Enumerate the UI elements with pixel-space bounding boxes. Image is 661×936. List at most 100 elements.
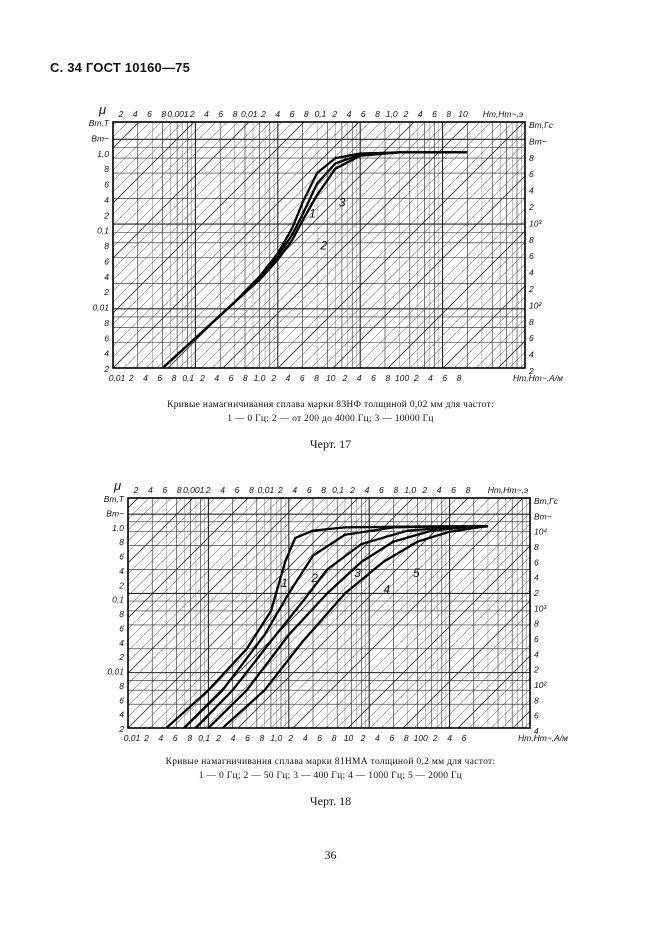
left-axis-label: 2 — [103, 210, 109, 220]
mu-diagonal — [113, 122, 173, 182]
mu-diagonal — [413, 611, 530, 728]
right-axis-label: Bm~ — [529, 136, 547, 146]
bottom-axis-tick: 8 — [404, 733, 409, 743]
bottom-axis-tick: 8 — [457, 373, 462, 383]
bottom-axis-tick: 6 — [389, 733, 394, 743]
mu-diagonal — [128, 498, 359, 728]
bottom-axis-tick: 8 — [243, 373, 248, 383]
mu-diagonal — [464, 307, 525, 368]
curve-label: 1 — [309, 206, 316, 220]
top-axis: μ 2 4 6 8 0,001 2 4 6 8 0,01 2 4 6 8 0,1 2 4 6 8 1,0 2 4 6 8 10 Hm… — [98, 102, 523, 119]
bottom-axis-tick: 8 — [172, 373, 177, 383]
top-axis-tick: 2 — [349, 485, 355, 495]
mu-diagonal — [204, 498, 436, 728]
top-axis-tick: 2 — [403, 109, 409, 119]
top-axis-tick: 4 — [204, 109, 209, 119]
mu-diagonal — [128, 498, 249, 619]
curve-3 — [195, 525, 488, 728]
mu-diagonal — [113, 122, 294, 303]
right-axis-label: 6 — [529, 169, 534, 179]
bottom-axis-tick: 6 — [462, 733, 467, 743]
bottom-axis: 0,01 2 4 6 8 0,1 2 4 6 8 1,0 2 4 6 8 10 2 4 6 8 100 2 4 6 Hm,Hm~… — [124, 733, 568, 743]
mu-diagonal — [167, 122, 415, 368]
bottom-axis-tick: 1,0 — [254, 373, 266, 383]
right-axis-label: Bm~ — [534, 511, 552, 521]
page-number: 36 — [324, 848, 337, 862]
right-axis-label: 2 — [533, 665, 539, 675]
mu-diagonal — [128, 498, 282, 652]
bottom-axis-tick: 4 — [447, 733, 452, 743]
bottom-axis-tick: 0,1 — [198, 733, 210, 743]
bottom-axis-tick: 2 — [143, 733, 149, 743]
left-axis-label: 4 — [104, 195, 109, 205]
left-axis-label: 8 — [119, 537, 124, 547]
bottom-axis-tick: 8 — [385, 373, 390, 383]
right-axis-label: 8 — [534, 695, 539, 705]
bottom-axis-tick: 10 — [326, 373, 336, 383]
figure-18-caption-line1: Кривые намагничивания сплава марки 81НМА… — [165, 757, 496, 767]
bottom-axis-tick: 2 — [342, 373, 348, 383]
bottom-axis-tick: 1,0 — [270, 733, 282, 743]
bottom-axis-tick: 6 — [300, 373, 305, 383]
top-axis-tick: 10 — [458, 109, 468, 119]
top-axis-tick: 4 — [133, 109, 138, 119]
bottom-axis-tick: 4 — [286, 373, 291, 383]
mu-diagonal — [409, 252, 525, 368]
bottom-axis-tick: 6 — [157, 373, 162, 383]
curve-label: 2 — [310, 571, 318, 585]
curve-label: 2 — [320, 239, 328, 253]
left-axis-label: 2 — [118, 724, 124, 734]
top-axis-tick: 6 — [432, 109, 437, 119]
right-axis-label: 8 — [529, 153, 534, 163]
left-axis-label: 8 — [119, 681, 124, 691]
mu-diagonal — [237, 498, 469, 728]
top-axis-tick: 4 — [292, 485, 297, 495]
mu-diagonal — [113, 122, 206, 215]
top-axis-tick: 2 — [189, 109, 195, 119]
top-axis-tick: 6 — [147, 109, 152, 119]
bottom-axis-tick: 4 — [428, 373, 433, 383]
right-axis-label: 6 — [534, 634, 539, 644]
bottom-axis-tick: 6 — [442, 373, 447, 383]
figure-17-chart: 1 2 3 μ 2 4 6 8 0,001 2 4 6 8 0,01 2 4 6 8 0,1 2 4 6 8 1,0 2 4 6 8 1… — [85, 100, 565, 395]
mu-diagonal — [85, 122, 95, 368]
mu-diagonal — [211, 122, 459, 368]
right-axis-label: 4 — [529, 186, 534, 196]
bottom-axis-tick: 2 — [432, 733, 438, 743]
right-axis-label: 10² — [534, 680, 547, 690]
top-axis-tick: 4 — [220, 485, 225, 495]
top-axis-tick: 2 — [331, 109, 337, 119]
mu-diagonal — [100, 498, 105, 728]
top-axis-title: Hm,Hm~,э — [488, 485, 528, 495]
top-axis-tick: 6 — [451, 485, 456, 495]
bottom-axis-tick: 2 — [360, 733, 366, 743]
mu-diagonal — [431, 274, 525, 368]
mu-diagonal — [222, 122, 470, 368]
left-axis-label: 6 — [104, 256, 109, 266]
top-axis-tick: 4 — [437, 485, 442, 495]
bottom-axis-tick: 4 — [231, 733, 236, 743]
bottom-axis-title: Hm,Hm~,А/м — [513, 373, 563, 383]
right-axis-label: 6 — [529, 251, 534, 261]
mu-diagonal — [486, 329, 525, 368]
mu-diagonal — [138, 498, 370, 728]
mu-diagonal — [233, 122, 481, 368]
top-axis-tick: 4 — [275, 109, 280, 119]
mu-diagonal — [310, 153, 525, 368]
mu-diagonal — [288, 131, 525, 368]
mu-diagonal — [248, 498, 480, 728]
top-axis-symbol: μ — [98, 102, 106, 117]
left-axis-label: 6 — [104, 180, 109, 190]
right-axis: Bm,Гс Bm~ 10⁴ 8 6 4 2 10³ 8 6 4 2 10² 8 6 4 — [533, 496, 559, 736]
mu-diagonal — [303, 501, 530, 728]
top-axis-tick: 0,001 — [167, 109, 189, 119]
mu-diagonal — [270, 498, 502, 728]
top-axis-tick: 0,001 — [183, 485, 205, 495]
mu-diagonal — [277, 122, 525, 368]
mu-diagonal — [369, 567, 530, 728]
figure-18-label: Черт. 18 — [309, 794, 352, 808]
top-axis-symbol: μ — [113, 478, 121, 493]
top-axis-tick: 0,1 — [315, 109, 327, 119]
mu-diagonal — [113, 122, 360, 368]
curve-label: 4 — [383, 582, 390, 596]
